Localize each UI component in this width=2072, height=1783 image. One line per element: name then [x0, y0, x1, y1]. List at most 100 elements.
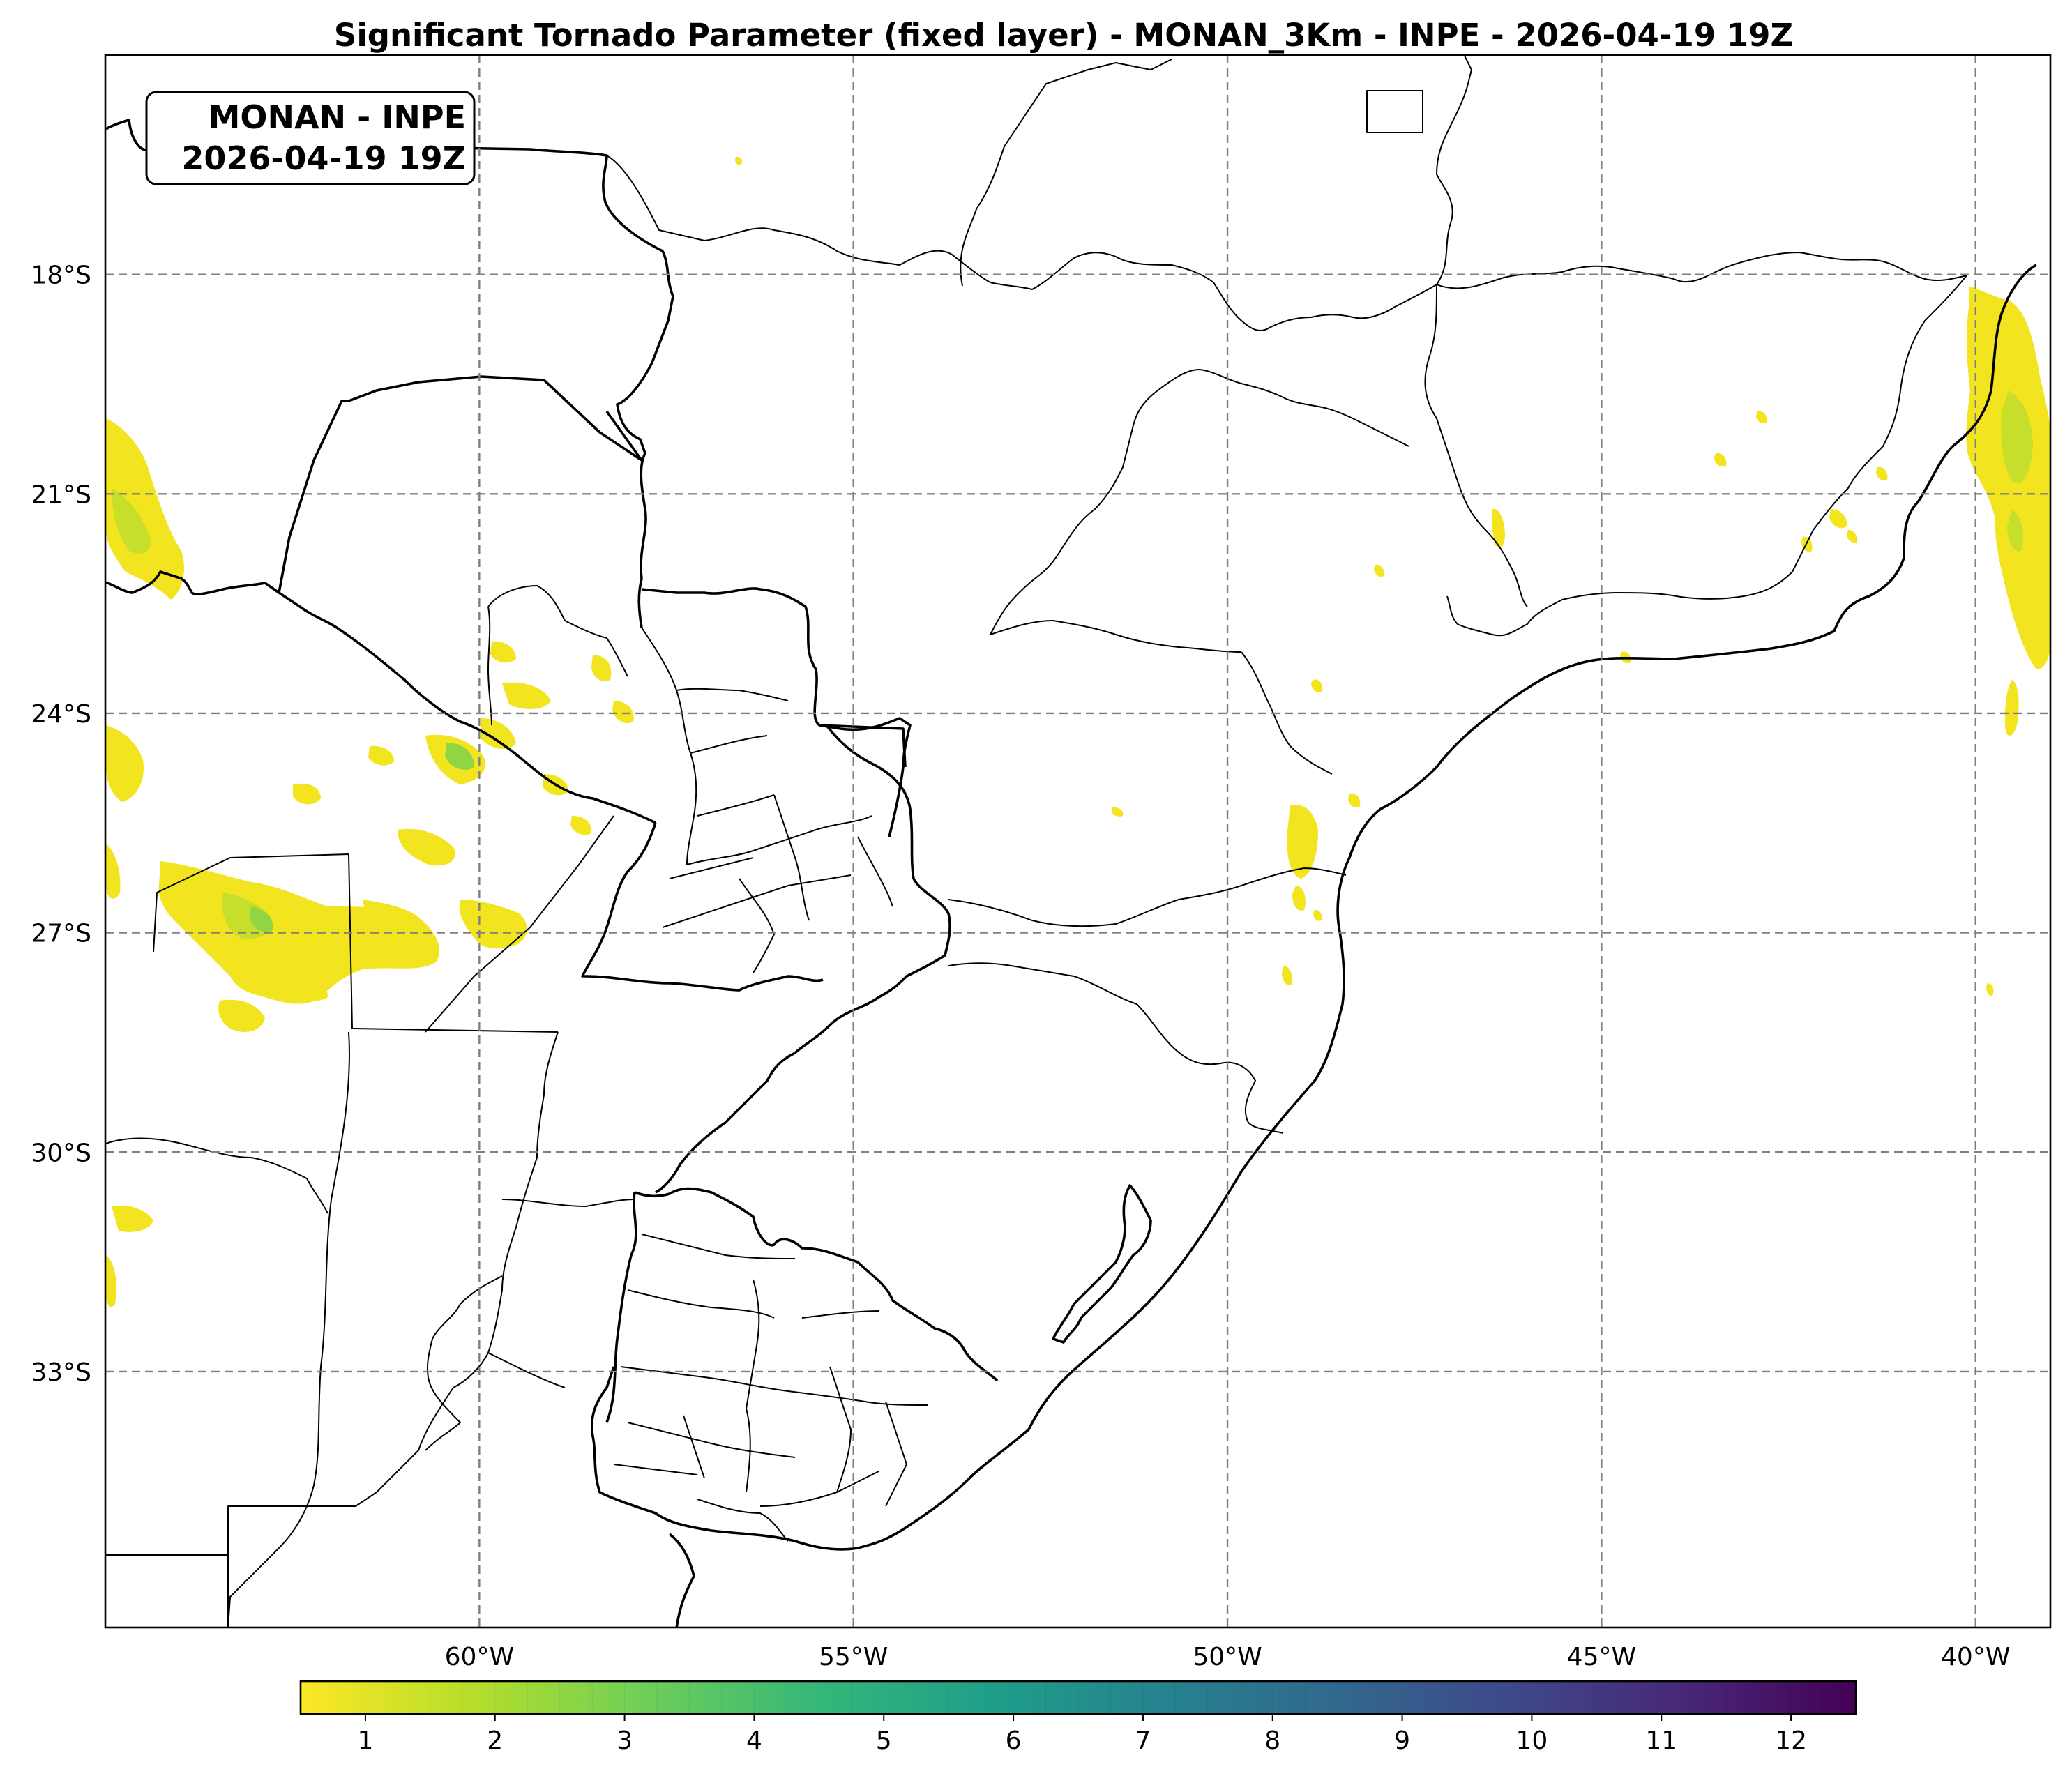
field-blob — [1311, 679, 1323, 693]
state-border — [487, 1199, 635, 1388]
lon-tick-label: 60°W — [445, 1643, 514, 1671]
lat-tick-label: 18°S — [31, 261, 91, 290]
country-border — [655, 724, 951, 1194]
colorbar-tick-label: 5 — [876, 1727, 892, 1755]
coastline — [668, 1533, 695, 1628]
state-border — [105, 1137, 328, 1214]
state-border — [1366, 90, 1423, 133]
field-blob — [368, 745, 394, 766]
field-blob — [250, 906, 273, 932]
country-border — [153, 853, 559, 1033]
colorbar-tick-label: 10 — [1516, 1727, 1548, 1755]
state-border — [676, 688, 872, 865]
state-border — [487, 585, 628, 726]
map-frame — [104, 54, 2052, 1629]
lat-tick-label: 21°S — [31, 480, 91, 509]
longitude-labels: 60°W 55°W 50°W 45°W 40°W — [445, 1643, 2011, 1671]
field-blob — [570, 816, 592, 835]
state-border — [227, 1031, 559, 1628]
lat-tick-label: 33°S — [31, 1358, 91, 1387]
colorbar-tick-label: 6 — [1006, 1727, 1022, 1755]
lat-tick-label: 27°S — [31, 920, 91, 948]
state-border — [606, 155, 1437, 331]
field-blob — [612, 701, 634, 724]
field-blob — [112, 1205, 153, 1232]
stamp-frame — [145, 91, 476, 185]
field-blob — [1112, 807, 1124, 817]
coastline — [590, 1366, 971, 1551]
state-border — [990, 390, 1158, 635]
lat-tick-label: 24°S — [31, 700, 91, 729]
field-blob — [1348, 793, 1361, 808]
field-blob — [459, 900, 527, 949]
lagoon-shore — [1052, 1184, 1152, 1344]
field-blob — [1986, 983, 1994, 996]
state-border — [1424, 284, 1528, 607]
state-border — [1241, 651, 1333, 775]
country-border — [581, 822, 824, 992]
field-blob — [1292, 886, 1306, 911]
colorbar-fill — [301, 1681, 1856, 1714]
lon-tick-label: 45°W — [1567, 1643, 1636, 1671]
field-blob — [445, 743, 474, 771]
country-border — [425, 815, 614, 1033]
field-blob — [1847, 530, 1857, 543]
colorbar-tick-label: 9 — [1394, 1727, 1410, 1755]
field-blob — [734, 156, 743, 165]
field-blob — [2004, 680, 2019, 736]
country-border — [634, 1187, 999, 1382]
state-border — [662, 857, 852, 928]
state-border — [960, 59, 1172, 287]
field-blob — [398, 828, 455, 866]
field-blob — [591, 655, 612, 682]
field-blob — [293, 783, 321, 805]
field-blob — [2001, 390, 2033, 483]
state-border — [641, 627, 697, 865]
colorbar-tick-label: 7 — [1135, 1727, 1151, 1755]
field-blob — [363, 900, 421, 938]
field-blob — [218, 999, 265, 1032]
field-blob — [502, 682, 551, 709]
field-blob — [1714, 453, 1727, 467]
state-border — [990, 620, 1242, 653]
field-blob — [1829, 509, 1847, 529]
colorbar-tick-label: 3 — [617, 1727, 633, 1755]
field-blob — [106, 844, 121, 899]
state-border — [948, 867, 1347, 927]
field-blob — [106, 418, 185, 600]
boundaries — [105, 55, 2037, 1628]
colorbar: 1 2 3 4 5 6 7 8 9 10 11 12 — [299, 1680, 1857, 1755]
colorbar-frame — [299, 1680, 1857, 1715]
field-blob — [1313, 909, 1322, 921]
coastline — [968, 264, 2037, 1480]
colorbar-tick-label: 2 — [487, 1727, 503, 1755]
state-border — [620, 1234, 928, 1406]
field-blob — [1876, 466, 1888, 481]
map-background — [105, 55, 2050, 1628]
state-border — [948, 962, 1284, 1134]
colorbar-tick-label: 1 — [357, 1727, 373, 1755]
colorbar-tick-label: 11 — [1645, 1727, 1677, 1755]
state-border — [739, 794, 893, 973]
map-area: MONAN - INPE 2026-04-19 19Z — [105, 55, 2050, 1628]
country-border — [605, 1192, 637, 1423]
field-blob — [112, 488, 151, 554]
field-blob — [1282, 966, 1292, 985]
state-border — [613, 1279, 879, 1507]
field-blob — [481, 718, 516, 750]
state-border — [425, 1275, 503, 1451]
field-blob — [293, 973, 328, 1001]
colorbar-segments — [332, 1681, 1824, 1714]
field-blob — [1966, 286, 2050, 669]
lon-tick-label: 50°W — [1193, 1643, 1262, 1671]
state-border — [227, 1031, 350, 1628]
field-blob — [1756, 411, 1767, 424]
lon-tick-label: 40°W — [1941, 1643, 2010, 1671]
stamp-line-date: 2026-04-19 19Z — [181, 139, 466, 177]
state-border — [1436, 55, 1472, 285]
colorbar-tick-label: 4 — [746, 1727, 762, 1755]
lat-tick-label: 30°S — [31, 1139, 91, 1167]
field-blob — [490, 641, 516, 663]
field-blob — [1491, 508, 1505, 547]
